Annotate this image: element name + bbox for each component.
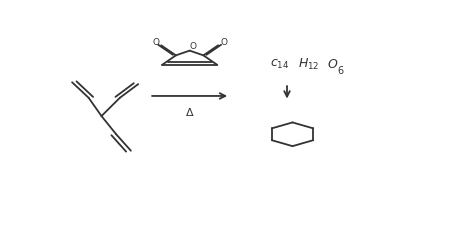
Text: O: O xyxy=(190,42,197,51)
Text: $O$: $O$ xyxy=(328,59,339,71)
Text: $c_{14}$: $c_{14}$ xyxy=(271,58,290,72)
Text: $H_{12}$: $H_{12}$ xyxy=(298,57,319,73)
Text: O: O xyxy=(220,38,227,47)
Text: $6$: $6$ xyxy=(337,64,345,76)
Text: O: O xyxy=(152,38,159,47)
Text: $\Delta$: $\Delta$ xyxy=(185,106,194,118)
